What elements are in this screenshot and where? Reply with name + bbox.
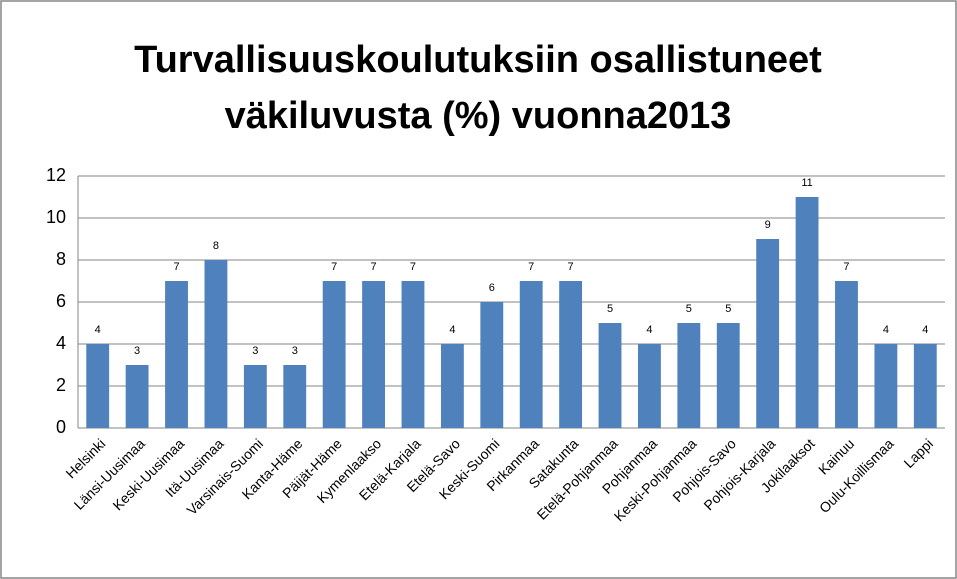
y-tick-label: 8: [56, 249, 66, 269]
data-label: 4: [922, 324, 928, 336]
bar: [125, 365, 149, 428]
bar: [519, 281, 543, 428]
bar: [716, 323, 740, 428]
bar: [283, 365, 307, 428]
data-label: 7: [843, 261, 849, 273]
data-label: 5: [686, 303, 692, 315]
data-label: 7: [410, 261, 416, 273]
data-label: 7: [568, 261, 574, 273]
chart-title: väkiluvusta (%) vuonna2013: [225, 95, 732, 137]
bar: [401, 281, 425, 428]
y-tick-label: 10: [46, 207, 66, 227]
data-label: 3: [134, 345, 140, 357]
data-label: 3: [252, 345, 258, 357]
bar: [322, 281, 346, 428]
bar: [440, 344, 464, 428]
bar: [165, 281, 188, 428]
bar: [835, 281, 858, 428]
data-label: 5: [725, 303, 731, 315]
data-label: 4: [646, 324, 652, 336]
y-tick-label: 4: [56, 333, 66, 353]
data-label: 4: [95, 324, 101, 336]
bar: [638, 344, 661, 428]
data-label: 7: [371, 261, 377, 273]
y-tick-label: 0: [56, 417, 66, 437]
bar: [559, 281, 583, 428]
bar: [874, 344, 898, 428]
y-tick-label: 12: [46, 165, 66, 185]
data-label: 9: [765, 219, 771, 231]
bar: [480, 302, 504, 428]
bar: [677, 323, 701, 428]
data-label: 4: [883, 324, 889, 336]
bar: [86, 344, 110, 428]
bar: [362, 281, 385, 428]
data-label: 6: [489, 282, 495, 294]
y-tick-label: 6: [56, 291, 66, 311]
bar: [913, 344, 937, 428]
chart-title: Turvallisuuskoulutuksiin osallistuneet: [134, 39, 822, 81]
data-label: 7: [173, 261, 179, 273]
data-label: 3: [292, 345, 298, 357]
bar: [204, 260, 228, 428]
data-label: 8: [213, 240, 219, 252]
data-label: 5: [607, 303, 613, 315]
y-tick-label: 2: [56, 375, 66, 395]
bar: [795, 197, 819, 428]
bar: [598, 323, 622, 428]
bar: [243, 365, 267, 428]
bar: [756, 239, 780, 428]
data-label: 7: [528, 261, 534, 273]
data-label: 4: [449, 324, 455, 336]
data-label: 7: [331, 261, 337, 273]
data-label: 11: [801, 177, 812, 189]
